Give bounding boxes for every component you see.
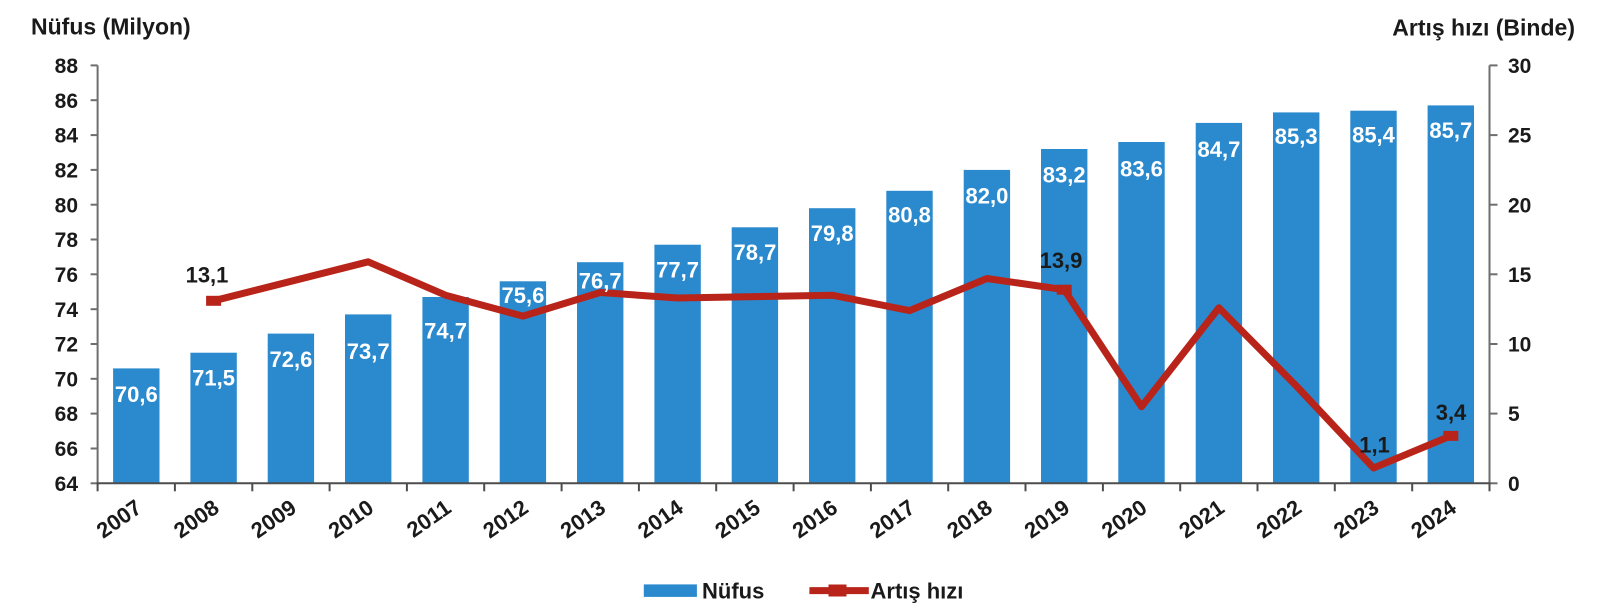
svg-text:64: 64 — [55, 473, 79, 496]
svg-text:86: 86 — [55, 90, 78, 113]
svg-text:75,6: 75,6 — [501, 283, 544, 308]
svg-text:84,7: 84,7 — [1197, 137, 1240, 162]
svg-text:82,0: 82,0 — [965, 183, 1008, 208]
svg-text:Nüfus: Nüfus — [702, 579, 764, 604]
svg-text:30: 30 — [1508, 55, 1531, 78]
svg-text:20: 20 — [1508, 194, 1531, 217]
svg-text:73,7: 73,7 — [347, 339, 390, 364]
svg-text:82: 82 — [55, 160, 78, 183]
svg-text:66: 66 — [55, 438, 78, 461]
svg-text:3,4: 3,4 — [1436, 400, 1467, 425]
svg-text:0: 0 — [1508, 473, 1520, 496]
svg-text:72: 72 — [55, 334, 78, 357]
svg-text:80: 80 — [55, 194, 78, 217]
svg-text:70: 70 — [55, 368, 78, 391]
svg-text:70,6: 70,6 — [115, 382, 158, 407]
svg-text:78: 78 — [55, 229, 79, 252]
svg-text:77,7: 77,7 — [656, 257, 699, 282]
svg-text:68: 68 — [55, 403, 79, 426]
svg-text:85,7: 85,7 — [1429, 118, 1472, 143]
svg-text:1,1: 1,1 — [1359, 433, 1390, 458]
svg-text:88: 88 — [55, 55, 79, 78]
svg-text:79,8: 79,8 — [811, 221, 854, 246]
svg-text:83,2: 83,2 — [1043, 163, 1086, 188]
svg-text:15: 15 — [1508, 264, 1532, 287]
svg-text:85,3: 85,3 — [1275, 124, 1318, 149]
svg-text:83,6: 83,6 — [1120, 157, 1163, 182]
svg-text:10: 10 — [1508, 334, 1531, 357]
svg-text:74: 74 — [55, 299, 79, 322]
svg-text:85,4: 85,4 — [1352, 123, 1396, 148]
svg-text:72,6: 72,6 — [269, 347, 312, 372]
svg-text:Nüfus (Milyon): Nüfus (Milyon) — [31, 13, 191, 39]
svg-text:5: 5 — [1508, 403, 1520, 426]
svg-text:76,7: 76,7 — [579, 269, 622, 294]
svg-text:25: 25 — [1508, 125, 1532, 148]
svg-text:71,5: 71,5 — [192, 365, 235, 390]
svg-text:84: 84 — [55, 125, 79, 148]
svg-text:Artış hızı (Binde): Artış hızı (Binde) — [1392, 14, 1575, 40]
svg-text:13,1: 13,1 — [186, 263, 229, 288]
svg-text:Artış hızı: Artış hızı — [871, 579, 964, 604]
svg-text:13,9: 13,9 — [1040, 248, 1083, 273]
svg-text:78,7: 78,7 — [733, 240, 776, 265]
svg-text:74,7: 74,7 — [424, 319, 467, 344]
svg-text:76: 76 — [55, 264, 78, 287]
svg-text:80,8: 80,8 — [888, 202, 931, 227]
